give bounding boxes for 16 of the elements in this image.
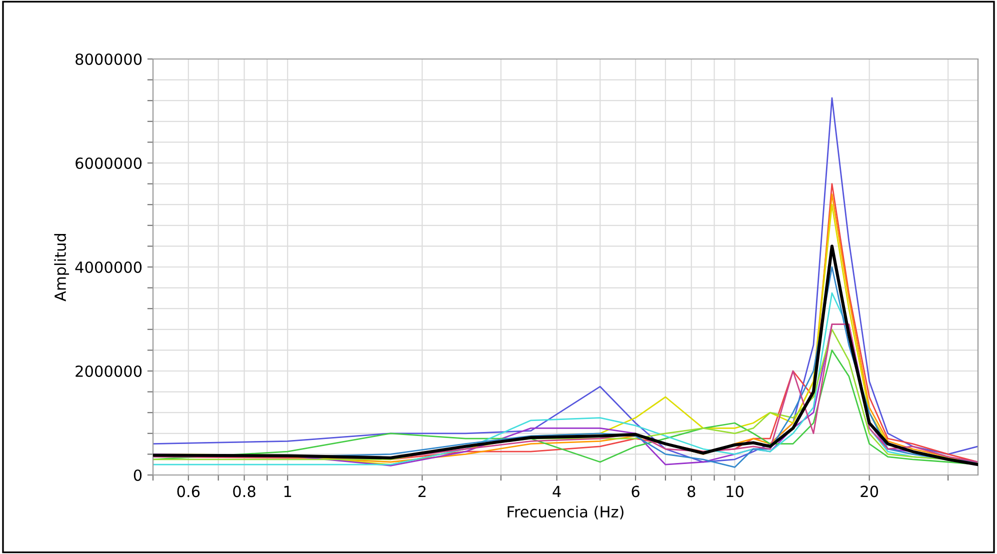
y-axis-title: Amplitud <box>54 234 69 302</box>
y-tick-label: 4000000 <box>75 261 142 274</box>
x-tick-label: 4 <box>552 486 561 498</box>
x-tick-label: 1 <box>284 486 292 498</box>
x-tick-label: 6 <box>632 486 640 498</box>
y-tick-label: 8000000 <box>76 53 142 66</box>
x-tick-label: 10 <box>726 486 744 498</box>
x-tick-label: 0.8 <box>233 486 256 498</box>
y-tick-label: 0 <box>134 469 142 482</box>
x-axis-title: Frecuencia (Hz) <box>508 506 624 520</box>
x-tick-label: 8 <box>688 486 696 498</box>
x-tick-label: 2 <box>418 486 426 498</box>
y-tick-label: 2000000 <box>76 365 142 378</box>
x-tick-label: 20 <box>860 486 878 498</box>
x-tick-label: 0.6 <box>177 486 200 498</box>
y-tick-label: 6000000 <box>76 157 142 170</box>
